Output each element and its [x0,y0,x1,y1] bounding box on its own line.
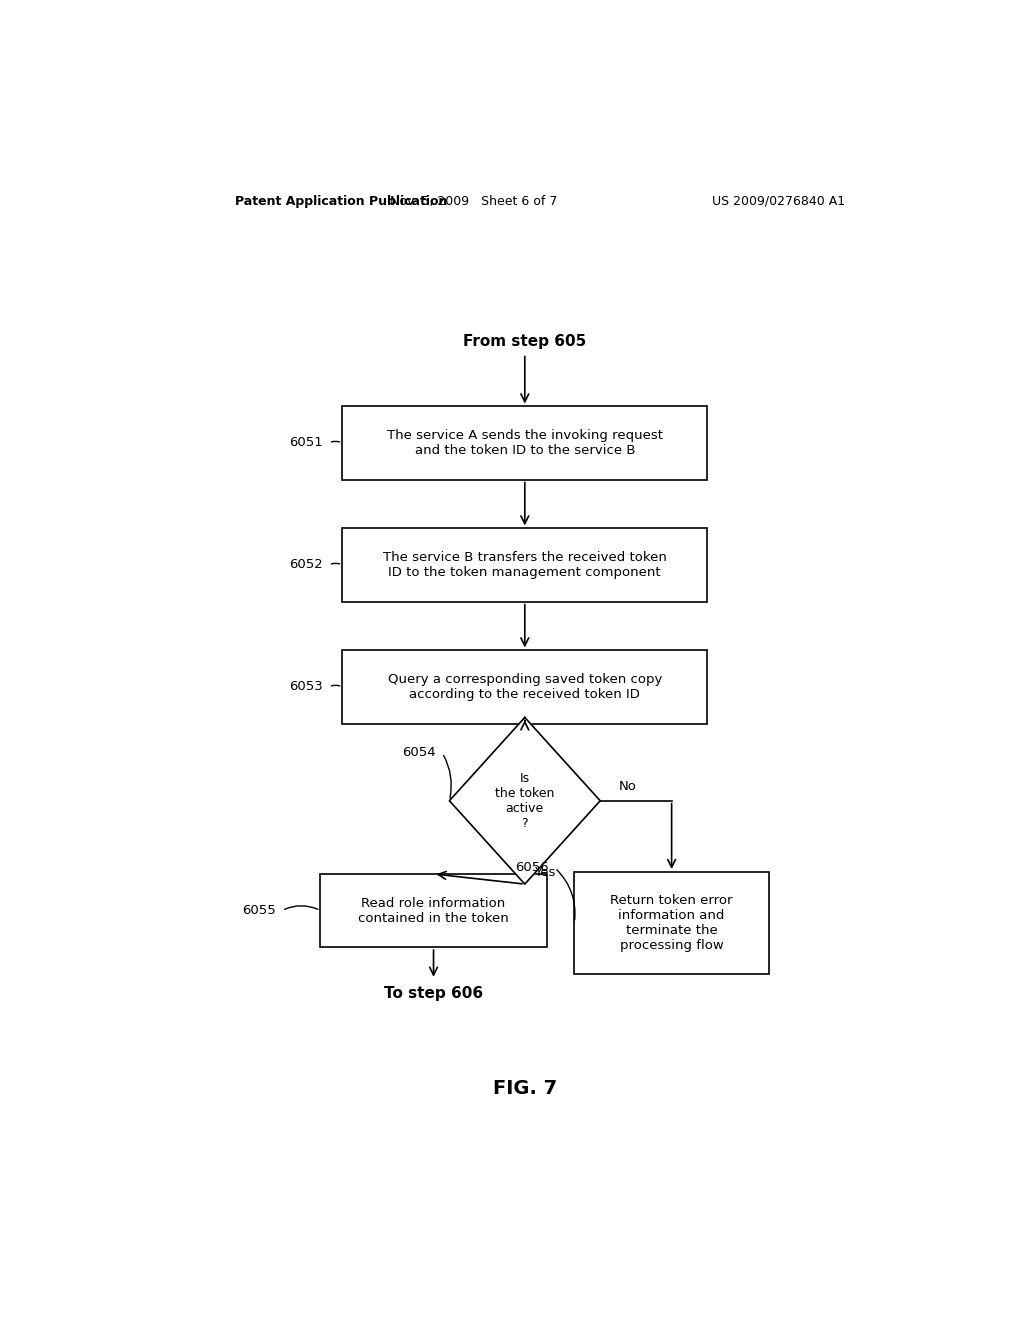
Text: 6055: 6055 [242,904,275,917]
FancyBboxPatch shape [574,873,769,974]
Text: 6051: 6051 [289,437,323,450]
FancyBboxPatch shape [342,651,708,723]
Text: Read role information
contained in the token: Read role information contained in the t… [358,896,509,924]
Text: 6053: 6053 [289,680,323,693]
Text: Is
the token
active
?: Is the token active ? [496,772,554,830]
Text: To step 606: To step 606 [384,986,483,1002]
Text: 6052: 6052 [289,558,323,572]
Text: 6056: 6056 [515,862,549,874]
Polygon shape [450,718,600,884]
FancyBboxPatch shape [321,874,547,948]
Text: FIG. 7: FIG. 7 [493,1078,557,1098]
Text: US 2009/0276840 A1: US 2009/0276840 A1 [712,194,846,207]
FancyBboxPatch shape [342,528,708,602]
Text: The service A sends the invoking request
and the token ID to the service B: The service A sends the invoking request… [387,429,663,457]
Text: Nov. 5, 2009   Sheet 6 of 7: Nov. 5, 2009 Sheet 6 of 7 [389,194,557,207]
FancyBboxPatch shape [342,407,708,479]
Text: Query a corresponding saved token copy
according to the received token ID: Query a corresponding saved token copy a… [388,673,662,701]
Text: Patent Application Publication: Patent Application Publication [236,194,447,207]
Text: 6054: 6054 [402,747,436,759]
Text: Yes: Yes [535,866,556,879]
Text: The service B transfers the received token
ID to the token management component: The service B transfers the received tok… [383,550,667,579]
Text: Return token error
information and
terminate the
processing flow: Return token error information and termi… [610,894,733,952]
Text: From step 605: From step 605 [463,334,587,348]
Text: No: No [618,780,636,793]
